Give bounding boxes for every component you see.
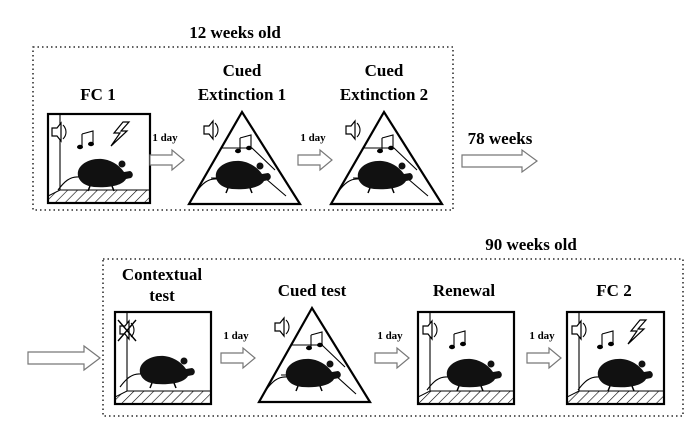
stage-cued-extinction-2: Cued Extinction 2 — [329, 61, 444, 206]
speaker-icon — [203, 120, 219, 140]
interval-arrow — [297, 149, 333, 171]
stage-label-line1: Contextual — [122, 265, 203, 284]
interval-arrow — [149, 149, 185, 171]
stage-renewal: Renewal — [416, 281, 516, 406]
interval-arrow — [220, 347, 256, 369]
interval-arrow — [526, 347, 562, 369]
stage-cued-test: Cued test — [257, 281, 372, 404]
interval-label: 1 day — [300, 132, 326, 144]
stage-label-line2: Extinction 1 — [198, 85, 286, 104]
continuation-arrow — [27, 344, 101, 372]
interval-label: 1 day — [529, 330, 555, 342]
stage-label-line2: test — [149, 286, 175, 305]
gap-arrow — [461, 148, 539, 174]
grid-floor — [47, 189, 151, 204]
stage-label: FC 1 — [80, 85, 115, 104]
speaker-icon — [345, 120, 361, 140]
gap-label: 78 weeks — [468, 129, 533, 148]
bottom-section-title: 90 weeks old — [485, 235, 577, 254]
top-section-frame — [32, 46, 454, 211]
triangle-chamber — [187, 109, 302, 206]
square-chamber — [416, 310, 516, 406]
stage-fc2: FC 2 — [565, 281, 666, 406]
triangle-chamber — [257, 305, 372, 404]
interval-arrow — [374, 347, 410, 369]
grid-floor — [566, 390, 665, 405]
interval-label: 1 day — [152, 132, 178, 144]
stage-label: Renewal — [433, 281, 496, 300]
triangle-chamber — [329, 109, 444, 206]
stage-fc1: FC 1 — [46, 85, 152, 205]
stage-label-line1: Cued — [365, 61, 404, 80]
stage-label: Cued test — [278, 281, 347, 300]
interval-label: 1 day — [223, 330, 249, 342]
stage-cued-extinction-1: Cued Extinction 1 — [187, 61, 302, 206]
stage-contextual-test: Contextual test — [113, 265, 213, 406]
bottom-section-frame — [102, 258, 684, 417]
speaker-icon — [274, 317, 290, 337]
grid-floor — [114, 390, 212, 405]
stage-label: FC 2 — [596, 281, 631, 300]
stage-label-line2: Extinction 2 — [340, 85, 428, 104]
grid-floor — [417, 390, 515, 405]
square-chamber — [565, 310, 666, 406]
interval-label: 1 day — [377, 330, 403, 342]
top-section-title: 12 weeks old — [189, 23, 281, 42]
stage-label-line1: Cued — [223, 61, 262, 80]
muted-speaker-icon — [117, 319, 137, 342]
